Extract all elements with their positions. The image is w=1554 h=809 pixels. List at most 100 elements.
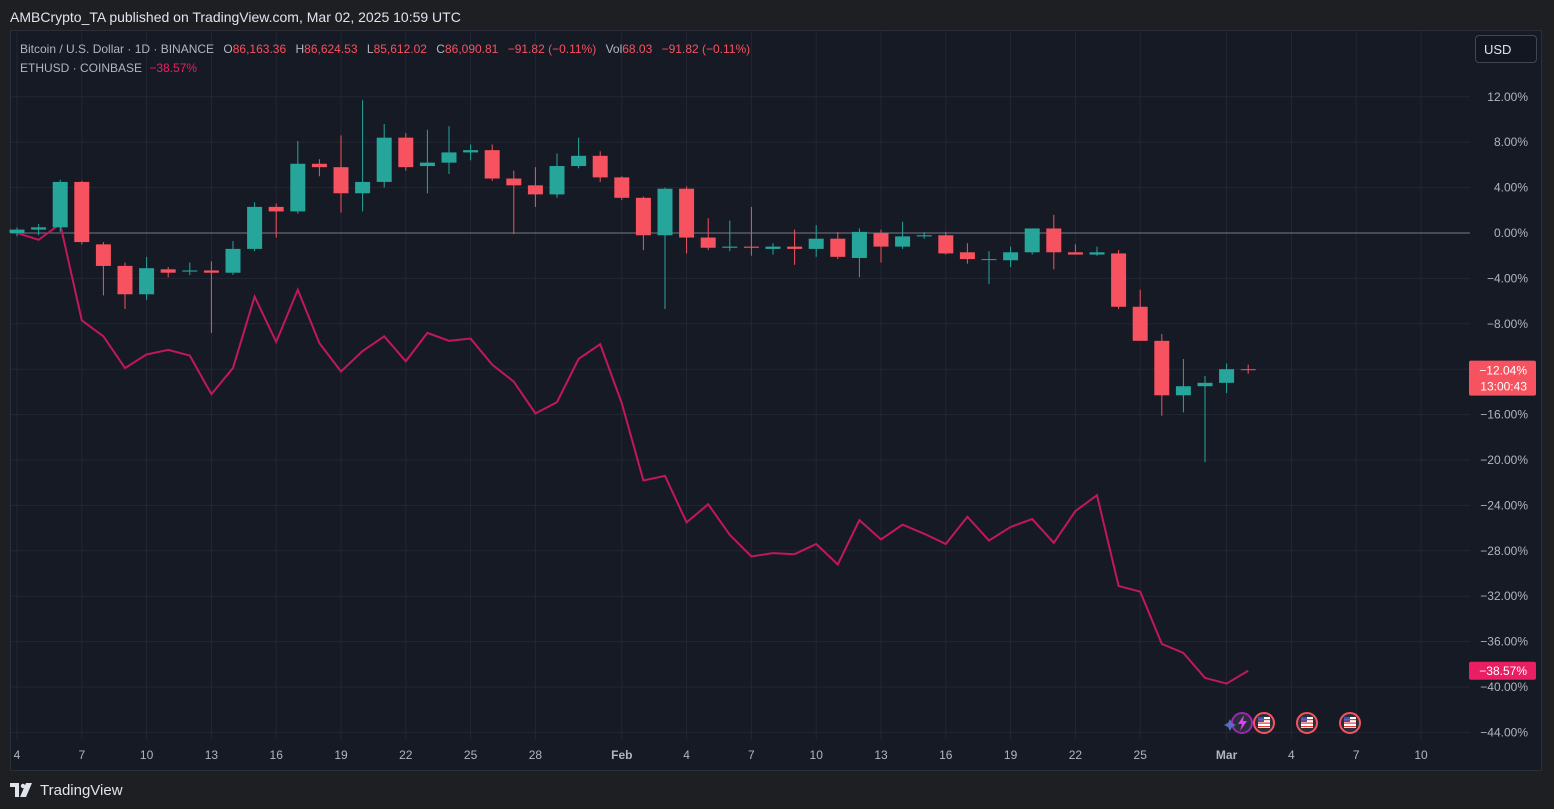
btc-candle [700, 218, 716, 251]
btc-candle [268, 203, 284, 238]
candle-body [873, 233, 889, 247]
candle-body [959, 252, 975, 260]
chart-pane[interactable] [10, 30, 1542, 771]
candle-body [182, 270, 198, 272]
candle-body [1132, 306, 1148, 341]
open-label: O [223, 42, 233, 56]
x-tick-label: 19 [1004, 748, 1018, 762]
x-tick-label: 10 [810, 748, 824, 762]
eth-last-value: −38.57% [1479, 664, 1527, 678]
btc-candle [1024, 228, 1040, 255]
candle-body [160, 269, 176, 273]
candle-body [895, 236, 911, 247]
candle-body [787, 246, 803, 249]
btc-candle [463, 144, 479, 161]
candle-body [808, 238, 824, 249]
btc-candle [527, 167, 543, 207]
main-symbol[interactable]: Bitcoin / U.S. Dollar · 1D · BINANCE [20, 42, 215, 56]
btc-candle [959, 243, 975, 264]
candle-body [1154, 340, 1170, 396]
btc-candle [203, 261, 219, 333]
sparkle-shape [1224, 719, 1236, 731]
tradingview-logo[interactable]: TradingView [10, 782, 123, 799]
chart-legend: Bitcoin / U.S. Dollar · 1D · BINANCE O 86… [20, 40, 750, 78]
btc-candle [1089, 246, 1105, 256]
vol-change-value: −91.82 (−0.11%) [661, 42, 751, 56]
btc-candle [95, 242, 111, 296]
x-tick-label: 19 [334, 748, 348, 762]
candle-body [1175, 386, 1191, 396]
btc-candle [722, 220, 738, 252]
candle-body [549, 166, 565, 195]
candle-body [441, 152, 457, 163]
legend-row-compare: ETHUSD · COINBASE −38.57% [20, 59, 750, 78]
lightning-bolt [1238, 715, 1247, 731]
btc-candle [31, 223, 47, 236]
flag-stripe [1258, 719, 1270, 721]
candle-body [1067, 252, 1083, 255]
candle-body [830, 238, 846, 257]
x-tick-label: 13 [874, 748, 888, 762]
y-tick-label: −44.00% [1480, 725, 1528, 739]
compare-symbol[interactable]: ETHUSD · COINBASE [20, 61, 143, 75]
btc-candle [895, 221, 911, 249]
btc-candle [117, 262, 133, 310]
candle-body [679, 188, 695, 238]
x-tick-label: 22 [399, 748, 413, 762]
btc-candle [830, 231, 846, 260]
btc-candle [9, 227, 25, 237]
y-tick-label: −16.00% [1480, 408, 1528, 422]
candle-body [506, 178, 522, 186]
btc-candles [9, 100, 1256, 463]
candle-body [1046, 228, 1062, 253]
candle-body [635, 197, 651, 236]
x-tick-label: Feb [611, 748, 632, 762]
candle-body [52, 181, 68, 228]
btc-candle [851, 228, 867, 278]
flag-stripe [1258, 722, 1270, 724]
candle-body [571, 155, 587, 167]
close-value: 86,090.81 [444, 42, 499, 56]
btc-candle [1003, 246, 1019, 268]
x-tick-label: Mar [1216, 748, 1238, 762]
low-label: L [366, 42, 374, 56]
close-label: C [436, 42, 445, 56]
btc-candle [139, 256, 155, 300]
candle-body [463, 150, 479, 153]
btc-candle [441, 126, 457, 174]
x-tick-label: 16 [939, 748, 953, 762]
flag-stripe [1258, 726, 1270, 728]
candle-body [398, 137, 414, 168]
candle-body [31, 227, 47, 230]
btc-candle [614, 176, 630, 201]
btc-candle [355, 100, 371, 212]
high-value: 86,624.53 [304, 42, 358, 56]
x-tick-label: 28 [529, 748, 543, 762]
btc-candle [873, 229, 889, 263]
btc-candle [808, 225, 824, 257]
btc-candle [182, 262, 198, 275]
flag-stripe [1301, 719, 1313, 721]
candle-body [333, 167, 349, 194]
candle-body [1024, 228, 1040, 253]
candle-body [851, 231, 867, 258]
candle-body [916, 235, 932, 237]
grid-lines [11, 31, 1470, 740]
btc-candle [916, 231, 932, 239]
tradingview-icon [10, 783, 32, 797]
us-flag-event-icon [1253, 712, 1275, 734]
y-tick-label: 8.00% [1494, 135, 1528, 149]
currency-button[interactable]: USD [1475, 35, 1537, 63]
flag-stripe [1344, 719, 1356, 721]
btc-candle [506, 170, 522, 235]
x-tick-label: 13 [205, 748, 219, 762]
footer: TradingView [0, 771, 1554, 809]
x-tick-label: 4 [683, 748, 690, 762]
event-markers [1224, 712, 1361, 734]
btc-candle [1046, 214, 1062, 270]
high-label: H [295, 42, 305, 56]
price-badges: −12.04% 13:00:43 −38.57% [1469, 360, 1536, 680]
candle-body [1003, 252, 1019, 261]
compare-value: −38.57% [149, 61, 198, 75]
